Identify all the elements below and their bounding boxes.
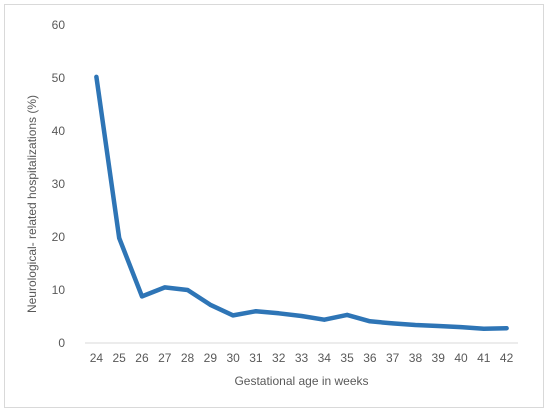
data-point-26 [139,294,144,299]
x-tick-label: 33 [295,351,309,365]
data-point-34 [322,317,327,322]
data-point-31 [253,309,258,314]
x-tick-label: 26 [135,351,149,365]
x-tick-label: 34 [318,351,332,365]
x-tick-label: 41 [477,351,491,365]
x-tick-label: 40 [454,351,468,365]
x-axis-label: Gestational age in weeks [234,374,368,388]
data-point-35 [345,312,350,317]
data-point-39 [436,324,441,329]
data-point-37 [390,321,395,326]
data-point-41 [481,326,486,331]
data-point-30 [231,313,236,318]
data-point-32 [276,311,281,316]
y-tick-label: 30 [52,177,66,191]
x-tick-label: 37 [386,351,400,365]
y-tick-label: 20 [52,230,66,244]
data-point-40 [459,325,464,330]
y-tick-label: 0 [58,336,65,350]
x-tick-label: 32 [272,351,286,365]
data-point-42 [504,326,509,331]
x-tick-label: 27 [158,351,172,365]
x-tick-label: 31 [249,351,263,365]
data-point-24 [94,74,99,79]
x-tick-label: 24 [90,351,104,365]
y-axis: 0 10 20 30 40 50 60 [52,18,66,350]
x-tick-label: 36 [363,351,377,365]
y-tick-label: 40 [52,124,66,138]
x-tick-label: 28 [181,351,195,365]
x-axis: 24 25 26 27 28 29 30 31 32 33 34 35 36 37 38 39 40 41 42 [90,351,514,365]
x-tick-label: 29 [204,351,218,365]
series-line [94,74,509,331]
x-tick-label: 38 [409,351,423,365]
data-point-33 [299,313,304,318]
x-tick-label: 42 [500,351,514,365]
line-chart: 0 10 20 30 40 50 60 24 25 26 27 28 29 30 31 32 33 34 35 36… [25,18,518,388]
x-tick-label: 25 [113,351,127,365]
x-tick-label: 30 [226,351,240,365]
y-tick-label: 60 [52,18,66,32]
data-point-36 [367,319,372,324]
data-point-29 [208,302,213,307]
y-axis-label: Neurological- related hospitalizations (… [25,95,39,313]
x-tick-label: 35 [340,351,354,365]
data-point-28 [185,288,190,292]
y-tick-label: 50 [52,71,66,85]
data-point-38 [413,322,418,327]
data-points [94,74,509,331]
chart-area: 0 10 20 30 40 50 60 24 25 26 27 28 29 30 31 32 33 34 35 36… [4,4,544,408]
y-tick-label: 10 [52,283,66,297]
x-tick-label: 39 [432,351,446,365]
data-point-25 [117,236,122,241]
data-point-27 [162,285,167,290]
